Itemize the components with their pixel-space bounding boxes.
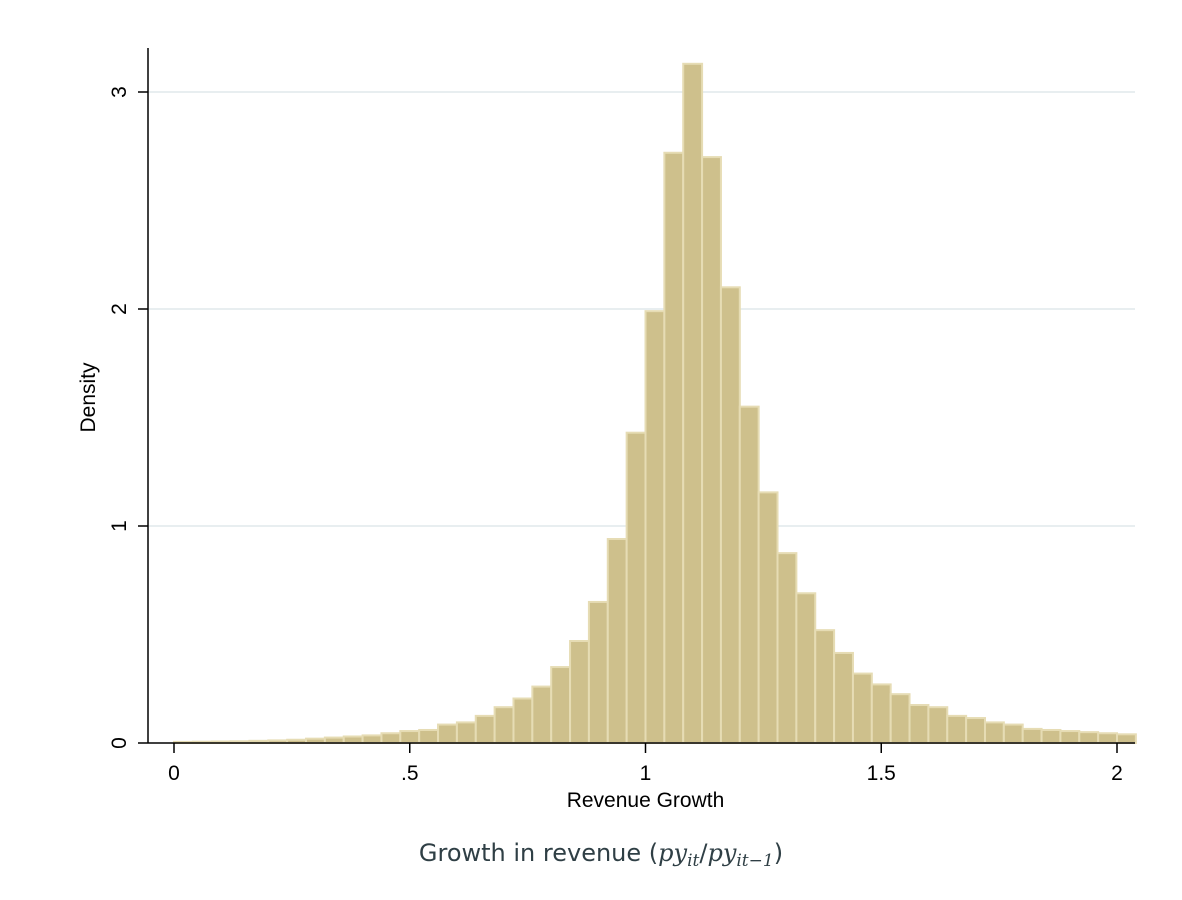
histogram-bar xyxy=(851,672,873,744)
histogram-bar xyxy=(701,156,722,745)
histogram-bar xyxy=(361,734,383,745)
histogram-bar xyxy=(418,728,440,744)
caption-prefix: Growth in revenue ( xyxy=(419,839,658,867)
histogram-bar xyxy=(323,736,345,745)
histogram-bar xyxy=(738,405,760,744)
histogram-bar xyxy=(682,62,704,745)
x-tick-label: 2 xyxy=(1111,762,1123,785)
x-axis-label: Revenue Growth xyxy=(567,789,725,812)
y-tick-label: 0 xyxy=(108,737,131,749)
x-tick-label: .5 xyxy=(401,762,419,785)
caption-numerator: py xyxy=(658,839,687,867)
histogram-bar xyxy=(606,538,628,745)
histogram-bar xyxy=(493,706,515,745)
histogram-bar xyxy=(1116,733,1137,745)
y-tick-label: 3 xyxy=(108,86,131,98)
histogram-bar xyxy=(1078,731,1100,745)
histogram-bar xyxy=(1097,732,1119,744)
histogram-bars xyxy=(173,62,1137,745)
histogram-bar xyxy=(965,717,986,744)
histogram-bar xyxy=(455,721,477,745)
histogram-bar xyxy=(663,151,685,744)
histogram-bar xyxy=(908,704,930,745)
figure-caption: Growth in revenue (pyit/pyit−1) xyxy=(419,839,783,871)
y-axis-label: Density xyxy=(77,362,100,433)
y-tick-label: 1 xyxy=(108,520,131,532)
histogram-bar xyxy=(569,640,590,745)
histogram-bar xyxy=(625,431,647,744)
x-tick-label: 1 xyxy=(640,762,652,785)
axes xyxy=(147,48,1135,744)
histogram-bar xyxy=(927,706,949,745)
histogram-bar xyxy=(399,730,421,745)
caption-slash: / xyxy=(699,839,708,867)
histogram-bar xyxy=(757,491,779,744)
caption-denominator-subscript: it−1 xyxy=(736,851,773,871)
histogram-bar xyxy=(814,629,836,744)
x-tick-label: 0 xyxy=(168,762,180,785)
histogram-bar xyxy=(719,286,741,744)
histogram-bar xyxy=(644,310,666,744)
histogram-bar xyxy=(776,552,798,744)
histogram-bar xyxy=(1059,730,1081,745)
histogram-bar xyxy=(1040,728,1062,744)
histogram-bar xyxy=(380,732,402,744)
histogram-bar xyxy=(870,683,892,744)
histogram-bar xyxy=(437,723,458,744)
histogram-bar xyxy=(587,600,609,745)
histogram-bar xyxy=(795,592,817,745)
histogram-bar xyxy=(342,735,364,744)
x-tick-label: 1.5 xyxy=(867,762,896,785)
y-tick-label: 2 xyxy=(108,303,131,315)
histogram-bar xyxy=(833,651,854,745)
histogram-bar xyxy=(983,721,1005,745)
histogram-bar xyxy=(1002,723,1024,744)
histogram-bar xyxy=(531,685,553,745)
histogram-bar xyxy=(889,693,911,744)
histogram-bar xyxy=(1021,727,1043,745)
histogram-bar xyxy=(946,714,968,744)
histogram-bar xyxy=(474,714,496,744)
caption-numerator-subscript: it xyxy=(687,851,699,871)
y-axis-ticks: 0 1 2 3 xyxy=(108,86,148,749)
histogram-bar xyxy=(550,666,572,744)
caption-suffix: ) xyxy=(774,839,783,867)
x-axis-ticks: 0 .5 1 1.5 2 xyxy=(168,743,1123,785)
caption-denominator: py xyxy=(707,839,736,867)
histogram-bar xyxy=(512,697,534,745)
